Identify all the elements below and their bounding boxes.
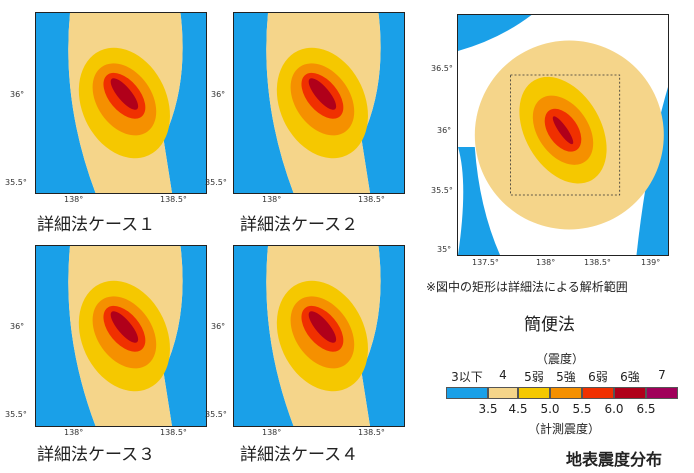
- legend-color-bar: [446, 387, 678, 399]
- x-tick: 138.5°: [160, 195, 187, 204]
- x-tick: 138°: [64, 428, 84, 437]
- x-tick: 138.5°: [160, 428, 187, 437]
- legend-value-label: 6.0: [604, 402, 624, 416]
- legend-swatch: [614, 387, 646, 399]
- legend-class-label: 6強: [620, 370, 640, 384]
- legend-swatch: [550, 387, 582, 399]
- legend-value-label: 5.5: [572, 402, 592, 416]
- analysis-range-note: ※図中の矩形は詳細法による解析範囲: [426, 280, 628, 294]
- y-tick: 35°: [437, 245, 452, 254]
- legend-swatch: [582, 387, 614, 399]
- x-tick: 138.5°: [358, 195, 385, 204]
- y-tick: 35.5°: [205, 178, 227, 187]
- x-tick: 137.5°: [472, 258, 499, 267]
- legend-value-label: 5.0: [540, 402, 560, 416]
- y-tick: 36°: [437, 126, 452, 135]
- y-tick: 35.5°: [5, 178, 27, 187]
- y-tick: 35.5°: [431, 186, 453, 195]
- map-panel-case-1: [35, 12, 207, 194]
- legend-value-label: 6.5: [636, 402, 656, 416]
- x-tick: 138.5°: [584, 258, 611, 267]
- x-tick: 138°: [536, 258, 556, 267]
- y-tick: 36°: [211, 322, 226, 331]
- y-tick: 36°: [211, 90, 226, 99]
- panel-caption: 詳細法ケース３: [37, 445, 156, 465]
- legend-swatch: [646, 387, 678, 399]
- map-panel-case-4: [233, 245, 405, 427]
- figure-title: 地表震度分布: [566, 450, 663, 469]
- legend-class-label: 5強: [556, 370, 576, 384]
- x-tick: 138°: [262, 195, 282, 204]
- panel-caption: 詳細法ケース２: [240, 215, 359, 235]
- map-panel-case-3: [35, 245, 207, 427]
- panel-caption: 詳細法ケース４: [240, 445, 359, 465]
- map-panel-case-2: [233, 12, 405, 194]
- legend-class-label: 6弱: [588, 370, 608, 384]
- y-tick: 35.5°: [205, 410, 227, 419]
- legend-swatch: [488, 387, 518, 399]
- legend-class-label: 3以下: [451, 370, 483, 384]
- y-tick: 36.5°: [431, 64, 453, 73]
- legend-swatch: [446, 387, 488, 399]
- legend-bottom-label: （計測震度）: [528, 422, 601, 436]
- legend-swatch: [518, 387, 550, 399]
- legend-value-label: 4.5: [508, 402, 528, 416]
- map-panel-simple-method: [457, 14, 669, 256]
- legend-class-labels: 3以下 4 5弱 5強 6弱 6強 7: [446, 368, 678, 385]
- legend-class-label: 4: [499, 368, 507, 382]
- x-tick: 138°: [64, 195, 84, 204]
- simple-method-caption: 簡便法: [524, 315, 575, 335]
- y-tick: 36°: [10, 90, 25, 99]
- y-tick: 35.5°: [5, 410, 27, 419]
- legend-value-label: 3.5: [478, 402, 498, 416]
- legend-class-label: 7: [658, 368, 666, 382]
- x-tick: 139°: [641, 258, 661, 267]
- legend-top-label: （震度）: [536, 352, 585, 366]
- x-tick: 138.5°: [358, 428, 385, 437]
- legend-class-label: 5弱: [524, 370, 544, 384]
- x-tick: 138°: [262, 428, 282, 437]
- panel-caption: 詳細法ケース１: [37, 215, 156, 235]
- y-tick: 36°: [10, 322, 25, 331]
